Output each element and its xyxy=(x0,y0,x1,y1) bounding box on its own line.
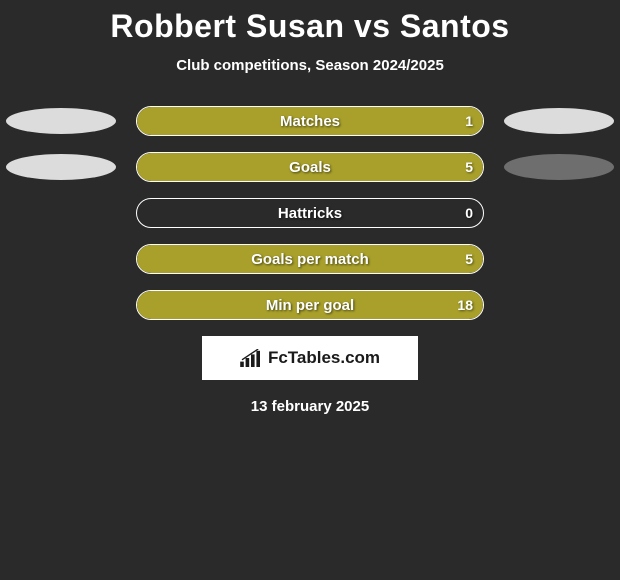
date-text: 13 february 2025 xyxy=(0,398,620,415)
logo-box: FcTables.com xyxy=(202,336,418,380)
stat-row: Matches1 xyxy=(0,106,620,136)
stat-value-right: 5 xyxy=(465,153,473,181)
comparison-infographic: Robbert Susan vs Santos Club competition… xyxy=(0,0,620,415)
stat-label: Goals xyxy=(137,153,483,181)
stat-label: Hattricks xyxy=(137,199,483,227)
logo-text: FcTables.com xyxy=(268,348,380,368)
player-left-marker xyxy=(6,154,116,180)
page-title: Robbert Susan vs Santos xyxy=(0,8,620,45)
stat-rows: Matches1Goals5Hattricks0Goals per match5… xyxy=(0,106,620,320)
stat-bar-track: Goals per match5 xyxy=(136,244,484,274)
stat-label: Min per goal xyxy=(137,291,483,319)
stat-row: Goals5 xyxy=(0,152,620,182)
player-right-marker xyxy=(504,108,614,134)
stat-row: Goals per match5 xyxy=(0,244,620,274)
chart-icon xyxy=(240,349,262,367)
subtitle: Club competitions, Season 2024/2025 xyxy=(0,57,620,74)
stat-bar-track: Goals5 xyxy=(136,152,484,182)
player-right-marker xyxy=(504,154,614,180)
stat-row: Hattricks0 xyxy=(0,198,620,228)
stat-value-right: 0 xyxy=(465,199,473,227)
stat-label: Matches xyxy=(137,107,483,135)
stat-bar-track: Matches1 xyxy=(136,106,484,136)
stat-bar-track: Min per goal18 xyxy=(136,290,484,320)
stat-value-right: 5 xyxy=(465,245,473,273)
stat-label: Goals per match xyxy=(137,245,483,273)
stat-value-right: 18 xyxy=(457,291,473,319)
stat-row: Min per goal18 xyxy=(0,290,620,320)
stat-bar-track: Hattricks0 xyxy=(136,198,484,228)
stat-value-right: 1 xyxy=(465,107,473,135)
player-left-marker xyxy=(6,108,116,134)
